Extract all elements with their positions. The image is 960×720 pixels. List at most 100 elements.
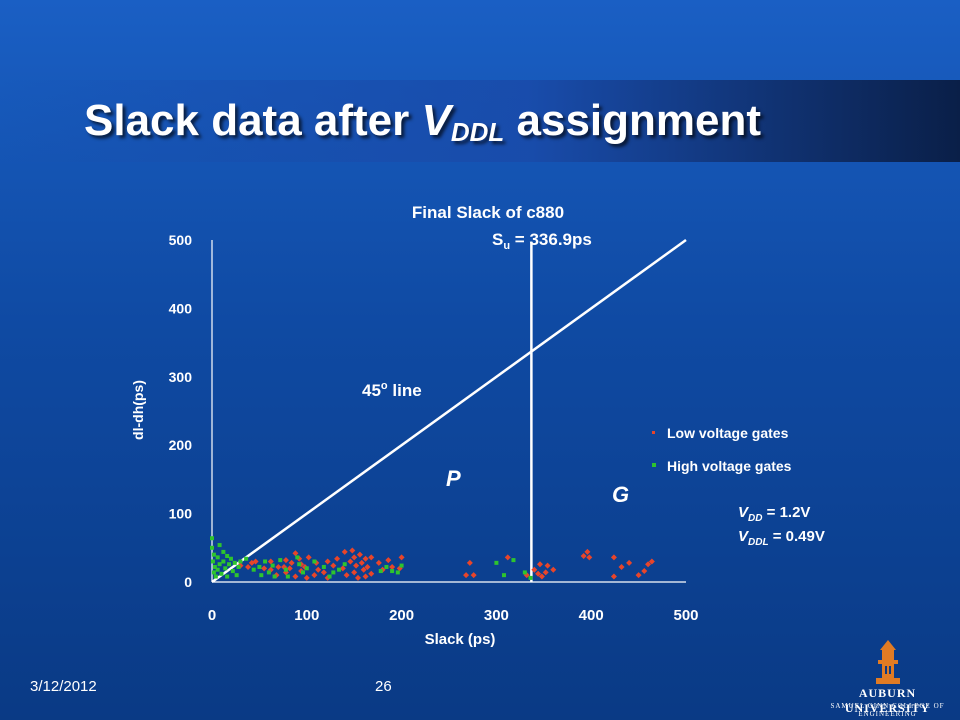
low-voltage-point	[584, 548, 591, 555]
high-voltage-point	[219, 571, 224, 576]
high-voltage-point	[210, 545, 214, 550]
high-voltage-point	[327, 574, 332, 579]
low-voltage-point	[334, 555, 341, 562]
legend-marker-low	[652, 431, 655, 434]
vdd-annotation: VDD = 1.2V	[738, 504, 810, 524]
low-voltage-point	[356, 551, 363, 558]
low-voltage-point	[347, 558, 354, 565]
y-tick-label: 400	[169, 300, 193, 316]
high-voltage-point	[230, 569, 235, 574]
university-logo: AUBURN UNIVERSITY SAMUEL GINN COLLEGE OF…	[820, 640, 955, 718]
high-voltage-point	[399, 563, 404, 568]
low-voltage-point	[385, 557, 392, 564]
region-g-label: G	[612, 482, 629, 507]
low-voltage-point	[626, 559, 633, 566]
slide-page-number: 26	[375, 678, 392, 695]
low-voltage-point	[349, 547, 356, 554]
chart-title: Final Slack of c880	[412, 203, 564, 222]
low-voltage-point	[466, 559, 473, 566]
low-voltage-point	[330, 562, 337, 569]
high-voltage-point	[259, 573, 264, 578]
low-voltage-point	[358, 559, 365, 566]
y-tick-label: 0	[184, 574, 192, 590]
high-voltage-point	[272, 574, 277, 579]
y-axis-label: dl-dh(ps)	[130, 380, 146, 440]
high-voltage-point	[232, 560, 237, 565]
low-voltage-point	[292, 573, 299, 580]
low-voltage-point	[470, 572, 477, 579]
high-voltage-point	[212, 564, 217, 569]
low-voltage-point	[303, 574, 310, 581]
high-voltage-point	[301, 570, 306, 575]
low-voltage-point	[375, 559, 382, 566]
low-voltage-point	[618, 563, 625, 570]
low-voltage-point	[610, 573, 617, 580]
low-voltage-point	[368, 570, 375, 577]
high-voltage-point	[297, 562, 302, 567]
high-voltage-point	[228, 556, 233, 561]
low-voltage-point	[550, 566, 557, 573]
high-voltage-point	[211, 570, 216, 575]
high-voltage-point	[384, 564, 389, 569]
low-voltage-point	[324, 558, 331, 565]
x-tick-label: 0	[208, 607, 216, 624]
low-voltage-point	[364, 563, 371, 570]
low-voltage-point	[315, 566, 322, 573]
low-voltage-point	[351, 554, 358, 561]
high-voltage-point	[211, 552, 216, 557]
high-voltage-point	[295, 555, 300, 560]
high-voltage-point	[210, 536, 214, 541]
low-voltage-point	[341, 548, 348, 555]
high-voltage-point	[257, 564, 262, 569]
diagonal-45-line	[211, 238, 687, 584]
low-voltage-point	[343, 572, 350, 579]
low-voltage-point	[586, 554, 593, 561]
tower-icon	[876, 640, 900, 684]
y-tick-label: 500	[169, 232, 193, 248]
low-voltage-point	[504, 554, 511, 561]
su-annotation: Su = 336.9ps	[492, 230, 592, 252]
high-voltage-point	[321, 564, 326, 569]
low-voltage-point	[362, 573, 369, 580]
logo-university-name: AUBURN UNIVERSITY	[844, 686, 931, 715]
vddl-annotation: VDDL = 0.49V	[738, 528, 825, 548]
high-voltage-point	[395, 570, 400, 575]
scatter-points	[210, 536, 655, 581]
low-voltage-point	[542, 569, 549, 576]
low-voltage-point	[305, 554, 312, 561]
high-voltage-point	[511, 558, 516, 563]
y-tick-label: 200	[169, 437, 193, 453]
high-voltage-point	[234, 573, 239, 578]
logo-college-name: SAMUEL GINN COLLEGE OF ENGINEERING	[830, 702, 945, 718]
low-voltage-point	[535, 570, 542, 577]
high-voltage-point	[251, 567, 256, 572]
diagonal-line	[211, 238, 687, 584]
low-voltage-point	[389, 563, 396, 570]
region-p-label: P	[446, 466, 461, 491]
high-voltage-point	[494, 560, 499, 565]
high-voltage-point	[236, 564, 241, 569]
high-voltage-point	[217, 543, 222, 548]
slide-date: 3/12/2012	[30, 678, 97, 695]
low-voltage-point	[311, 572, 318, 579]
chart-axes	[211, 240, 686, 583]
high-voltage-point	[342, 562, 347, 567]
high-voltage-point	[285, 574, 290, 579]
low-voltage-point	[288, 559, 295, 566]
high-voltage-point	[522, 570, 527, 575]
high-voltage-point	[215, 555, 220, 560]
x-tick-label: 200	[389, 607, 414, 624]
high-voltage-point	[278, 558, 283, 563]
low-voltage-point	[275, 563, 282, 570]
low-voltage-point	[463, 572, 470, 579]
low-voltage-point	[648, 558, 655, 565]
high-voltage-point	[221, 559, 226, 564]
low-voltage-point	[544, 562, 551, 569]
legend-marker-high	[652, 463, 656, 467]
low-voltage-point	[641, 568, 648, 575]
low-voltage-point	[351, 569, 358, 576]
low-voltage-point	[645, 561, 652, 568]
high-voltage-point	[528, 575, 533, 580]
low-voltage-point	[252, 558, 259, 565]
